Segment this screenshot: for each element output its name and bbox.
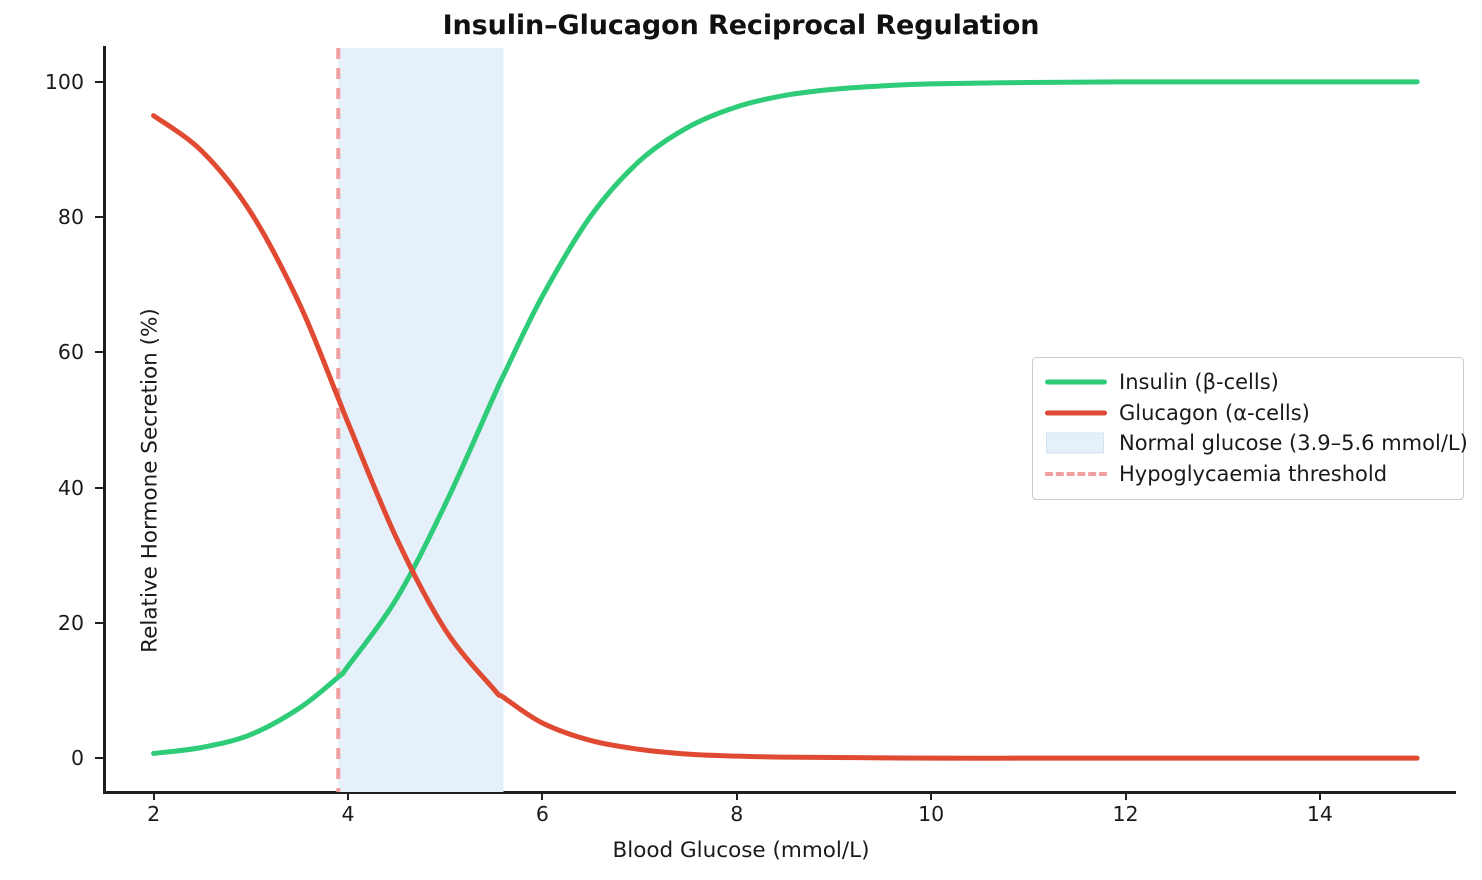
x-tick-label: 10 [918, 802, 945, 826]
legend-item-label: Hypoglycaemia threshold [1119, 461, 1388, 486]
y-tick-label: 60 [57, 340, 84, 365]
x-tick-mark [346, 792, 349, 800]
y-tick-mark [95, 80, 103, 83]
legend-item[interactable]: Insulin (β-cells) [1045, 367, 1451, 398]
y-axis-label: Relative Hormone Secretion (%) [137, 308, 163, 653]
x-tick-label: 6 [535, 802, 549, 826]
y-tick-label: 20 [57, 610, 84, 635]
chart-legend: Insulin (β-cells) Glucagon (α-cells) Norma… [1032, 357, 1468, 500]
x-tick-label: 4 [341, 802, 355, 826]
y-tick-mark [95, 621, 103, 624]
legend-line-swatch [1045, 371, 1107, 393]
x-tick-label: 12 [1112, 802, 1139, 826]
legend-item-label: Insulin (β-cells) [1119, 370, 1279, 395]
x-tick-mark [930, 792, 933, 800]
y-tick-mark [95, 216, 103, 219]
y-tick-label: 40 [57, 475, 84, 500]
y-tick-mark [95, 757, 103, 760]
legend-dashed-swatch [1045, 463, 1107, 485]
legend-item[interactable]: Normal glucose (3.9–5.6 mmol/L) [1045, 428, 1468, 459]
x-tick-mark [152, 792, 155, 800]
legend-line-swatch [1045, 402, 1107, 424]
y-tick-label: 0 [70, 746, 84, 771]
y-tick-mark [95, 486, 103, 489]
x-tick-mark [541, 792, 544, 800]
legend-item-label: Normal glucose (3.9–5.6 mmol/L) [1119, 431, 1468, 456]
chart-title: Insulin–Glucagon Reciprocal Regulation [442, 10, 1040, 41]
y-tick-label: 80 [57, 205, 84, 230]
x-tick-mark [1318, 792, 1321, 800]
x-tick-label: 8 [730, 802, 744, 826]
y-tick-label: 100 [44, 69, 84, 94]
legend-patch-swatch [1045, 432, 1107, 454]
x-tick-mark [1124, 792, 1127, 800]
legend-item[interactable]: Glucagon (α-cells) [1045, 398, 1451, 429]
x-tick-mark [735, 792, 738, 800]
legend-item-label: Glucagon (α-cells) [1119, 400, 1310, 425]
legend-item[interactable]: Hypoglycaemia threshold [1045, 459, 1451, 490]
x-tick-label: 2 [147, 802, 161, 826]
x-axis-spine [103, 791, 1456, 794]
y-tick-mark [95, 351, 103, 354]
x-axis-label: Blood Glucose (mmol/L) [612, 838, 870, 863]
x-tick-label: 14 [1306, 802, 1333, 826]
y-axis-spine [103, 46, 106, 794]
